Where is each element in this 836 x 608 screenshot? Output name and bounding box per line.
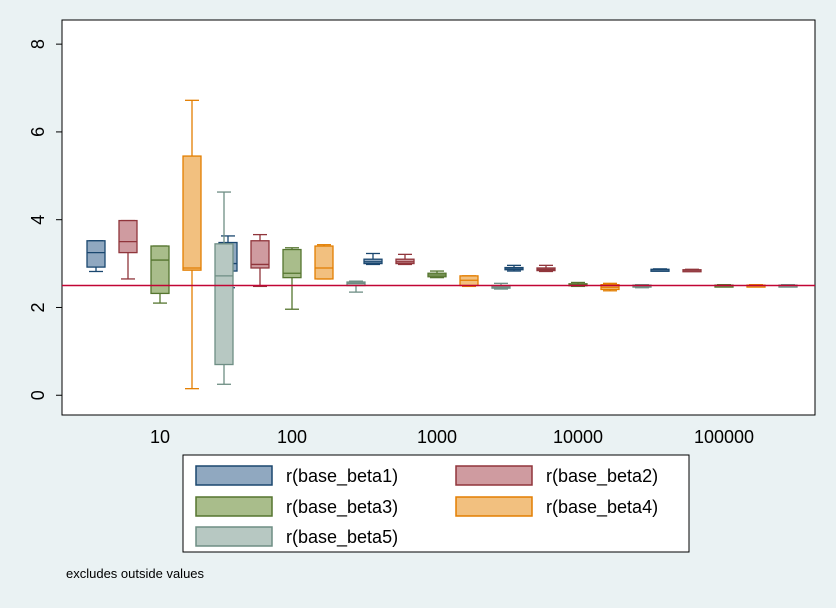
box-body	[86, 240, 106, 268]
legend-label: r(base_beta5)	[286, 527, 398, 548]
box	[536, 264, 556, 273]
box	[250, 233, 270, 288]
legend-swatch	[195, 526, 273, 547]
box-body	[250, 240, 270, 269]
box-body	[214, 243, 234, 366]
y-tick-label: 6	[28, 127, 48, 137]
legend-swatch	[195, 465, 273, 486]
box	[363, 252, 383, 266]
y-tick-label: 8	[28, 39, 48, 49]
series-3	[150, 245, 734, 310]
footnote: excludes outside values	[66, 566, 205, 581]
x-tick-label: 100000	[694, 427, 754, 447]
legend-swatch	[455, 496, 533, 517]
legend-label: r(base_beta1)	[286, 466, 398, 487]
legend-label: r(base_beta3)	[286, 497, 398, 518]
box	[600, 282, 620, 292]
x-axis: 10 100 1000 10000 100000	[150, 427, 754, 447]
legend-label: r(base_beta4)	[546, 497, 658, 518]
box	[182, 99, 202, 390]
box	[427, 270, 447, 279]
legend-label: r(base_beta2)	[546, 466, 658, 487]
x-tick-label: 10000	[553, 427, 603, 447]
box	[504, 264, 524, 272]
y-tick-label: 2	[28, 302, 48, 312]
box-body	[282, 248, 302, 279]
y-tick-label: 0	[28, 390, 48, 400]
legend-item: r(base_beta4)	[455, 496, 658, 518]
x-tick-label: 100	[277, 427, 307, 447]
y-axis: 0 2 4 6 8	[28, 39, 62, 400]
box	[214, 191, 234, 385]
legend-swatch	[195, 496, 273, 517]
legend-item: r(base_beta1)	[195, 465, 398, 487]
series-2	[118, 219, 702, 288]
box-body	[314, 245, 334, 280]
plot-area	[61, 19, 816, 416]
legend-item: r(base_beta3)	[195, 496, 398, 518]
box	[150, 245, 170, 304]
x-tick-label: 1000	[417, 427, 457, 447]
box-series	[62, 99, 815, 390]
box	[314, 244, 334, 280]
box	[682, 268, 702, 273]
box	[650, 268, 670, 272]
box	[118, 219, 138, 280]
box-body	[118, 219, 138, 254]
box	[282, 247, 302, 310]
legend: r(base_beta1) r(base_beta2)r(base_beta3) r…	[182, 454, 690, 553]
legend-swatch	[455, 465, 533, 486]
legend-item: r(base_beta5)	[195, 526, 398, 548]
y-tick-label: 4	[28, 215, 48, 225]
legend-item: r(base_beta2)	[455, 465, 658, 487]
box-body	[150, 245, 170, 295]
box-body	[182, 155, 202, 271]
box	[395, 253, 415, 266]
box	[86, 240, 106, 273]
x-tick-label: 10	[150, 427, 170, 447]
